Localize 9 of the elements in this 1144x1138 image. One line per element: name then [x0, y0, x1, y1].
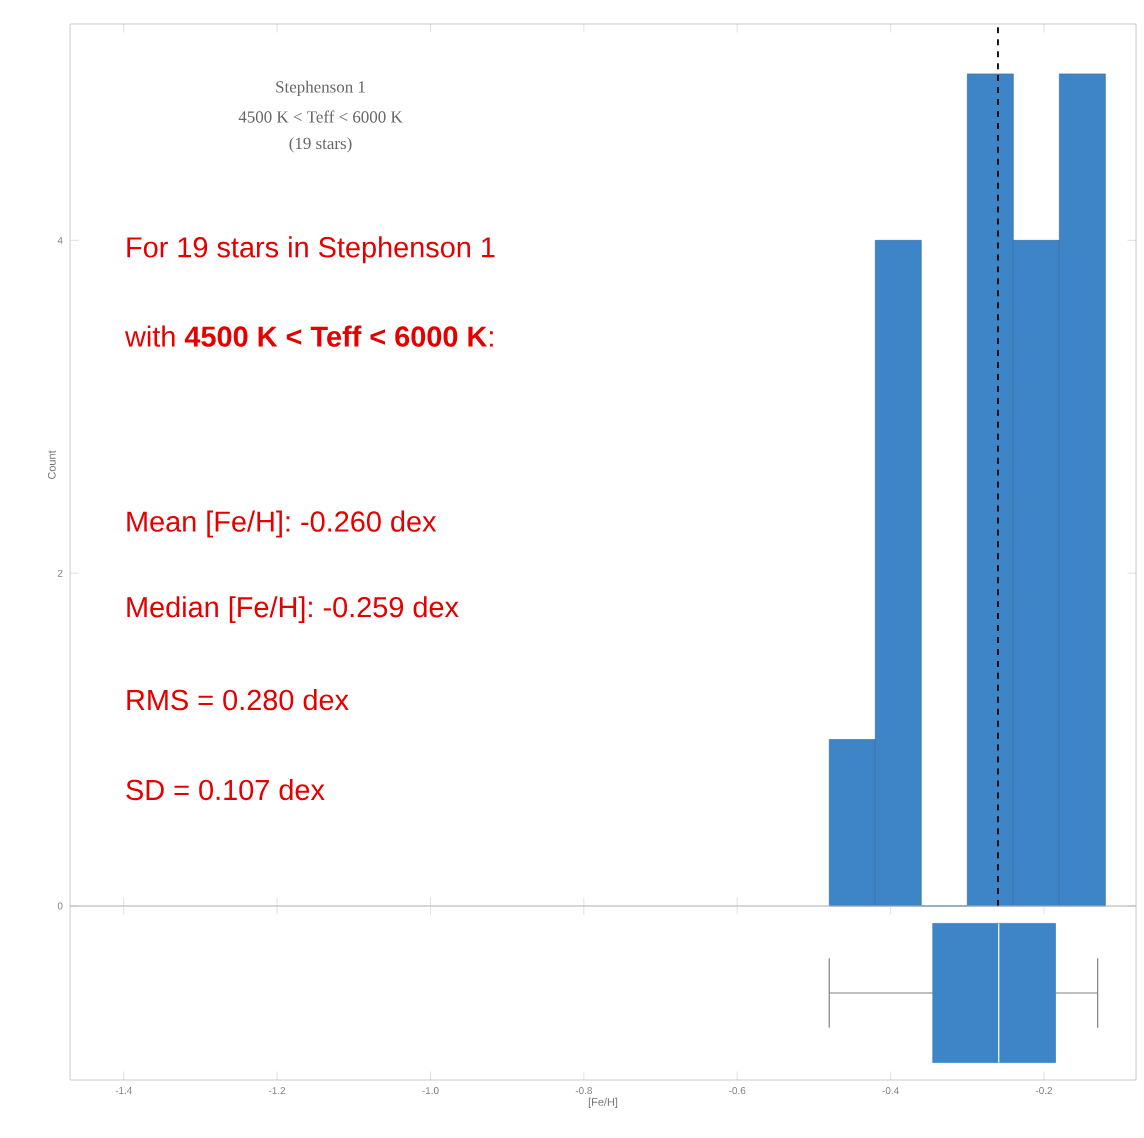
- annotation: Stephenson 1: [276, 80, 365, 97]
- annotation: RMS = 0.280 dex: [127, 689, 349, 711]
- annotation: SD = 0.107 dex: [126, 778, 325, 801]
- annotation: Median [Fe/H]: -0.259 dex: [127, 596, 459, 624]
- annotation: Mean [Fe/H]: -0.260 dex: [127, 510, 437, 538]
- annotation: For 19 stars in Stephenson 1: [127, 236, 495, 264]
- annotation: 4500 K < Teff < 6000 K: [238, 110, 403, 123]
- annotation: (19 stars): [289, 137, 352, 153]
- annotation: with 4500 K < Teff < 6000 K:: [124, 325, 493, 347]
